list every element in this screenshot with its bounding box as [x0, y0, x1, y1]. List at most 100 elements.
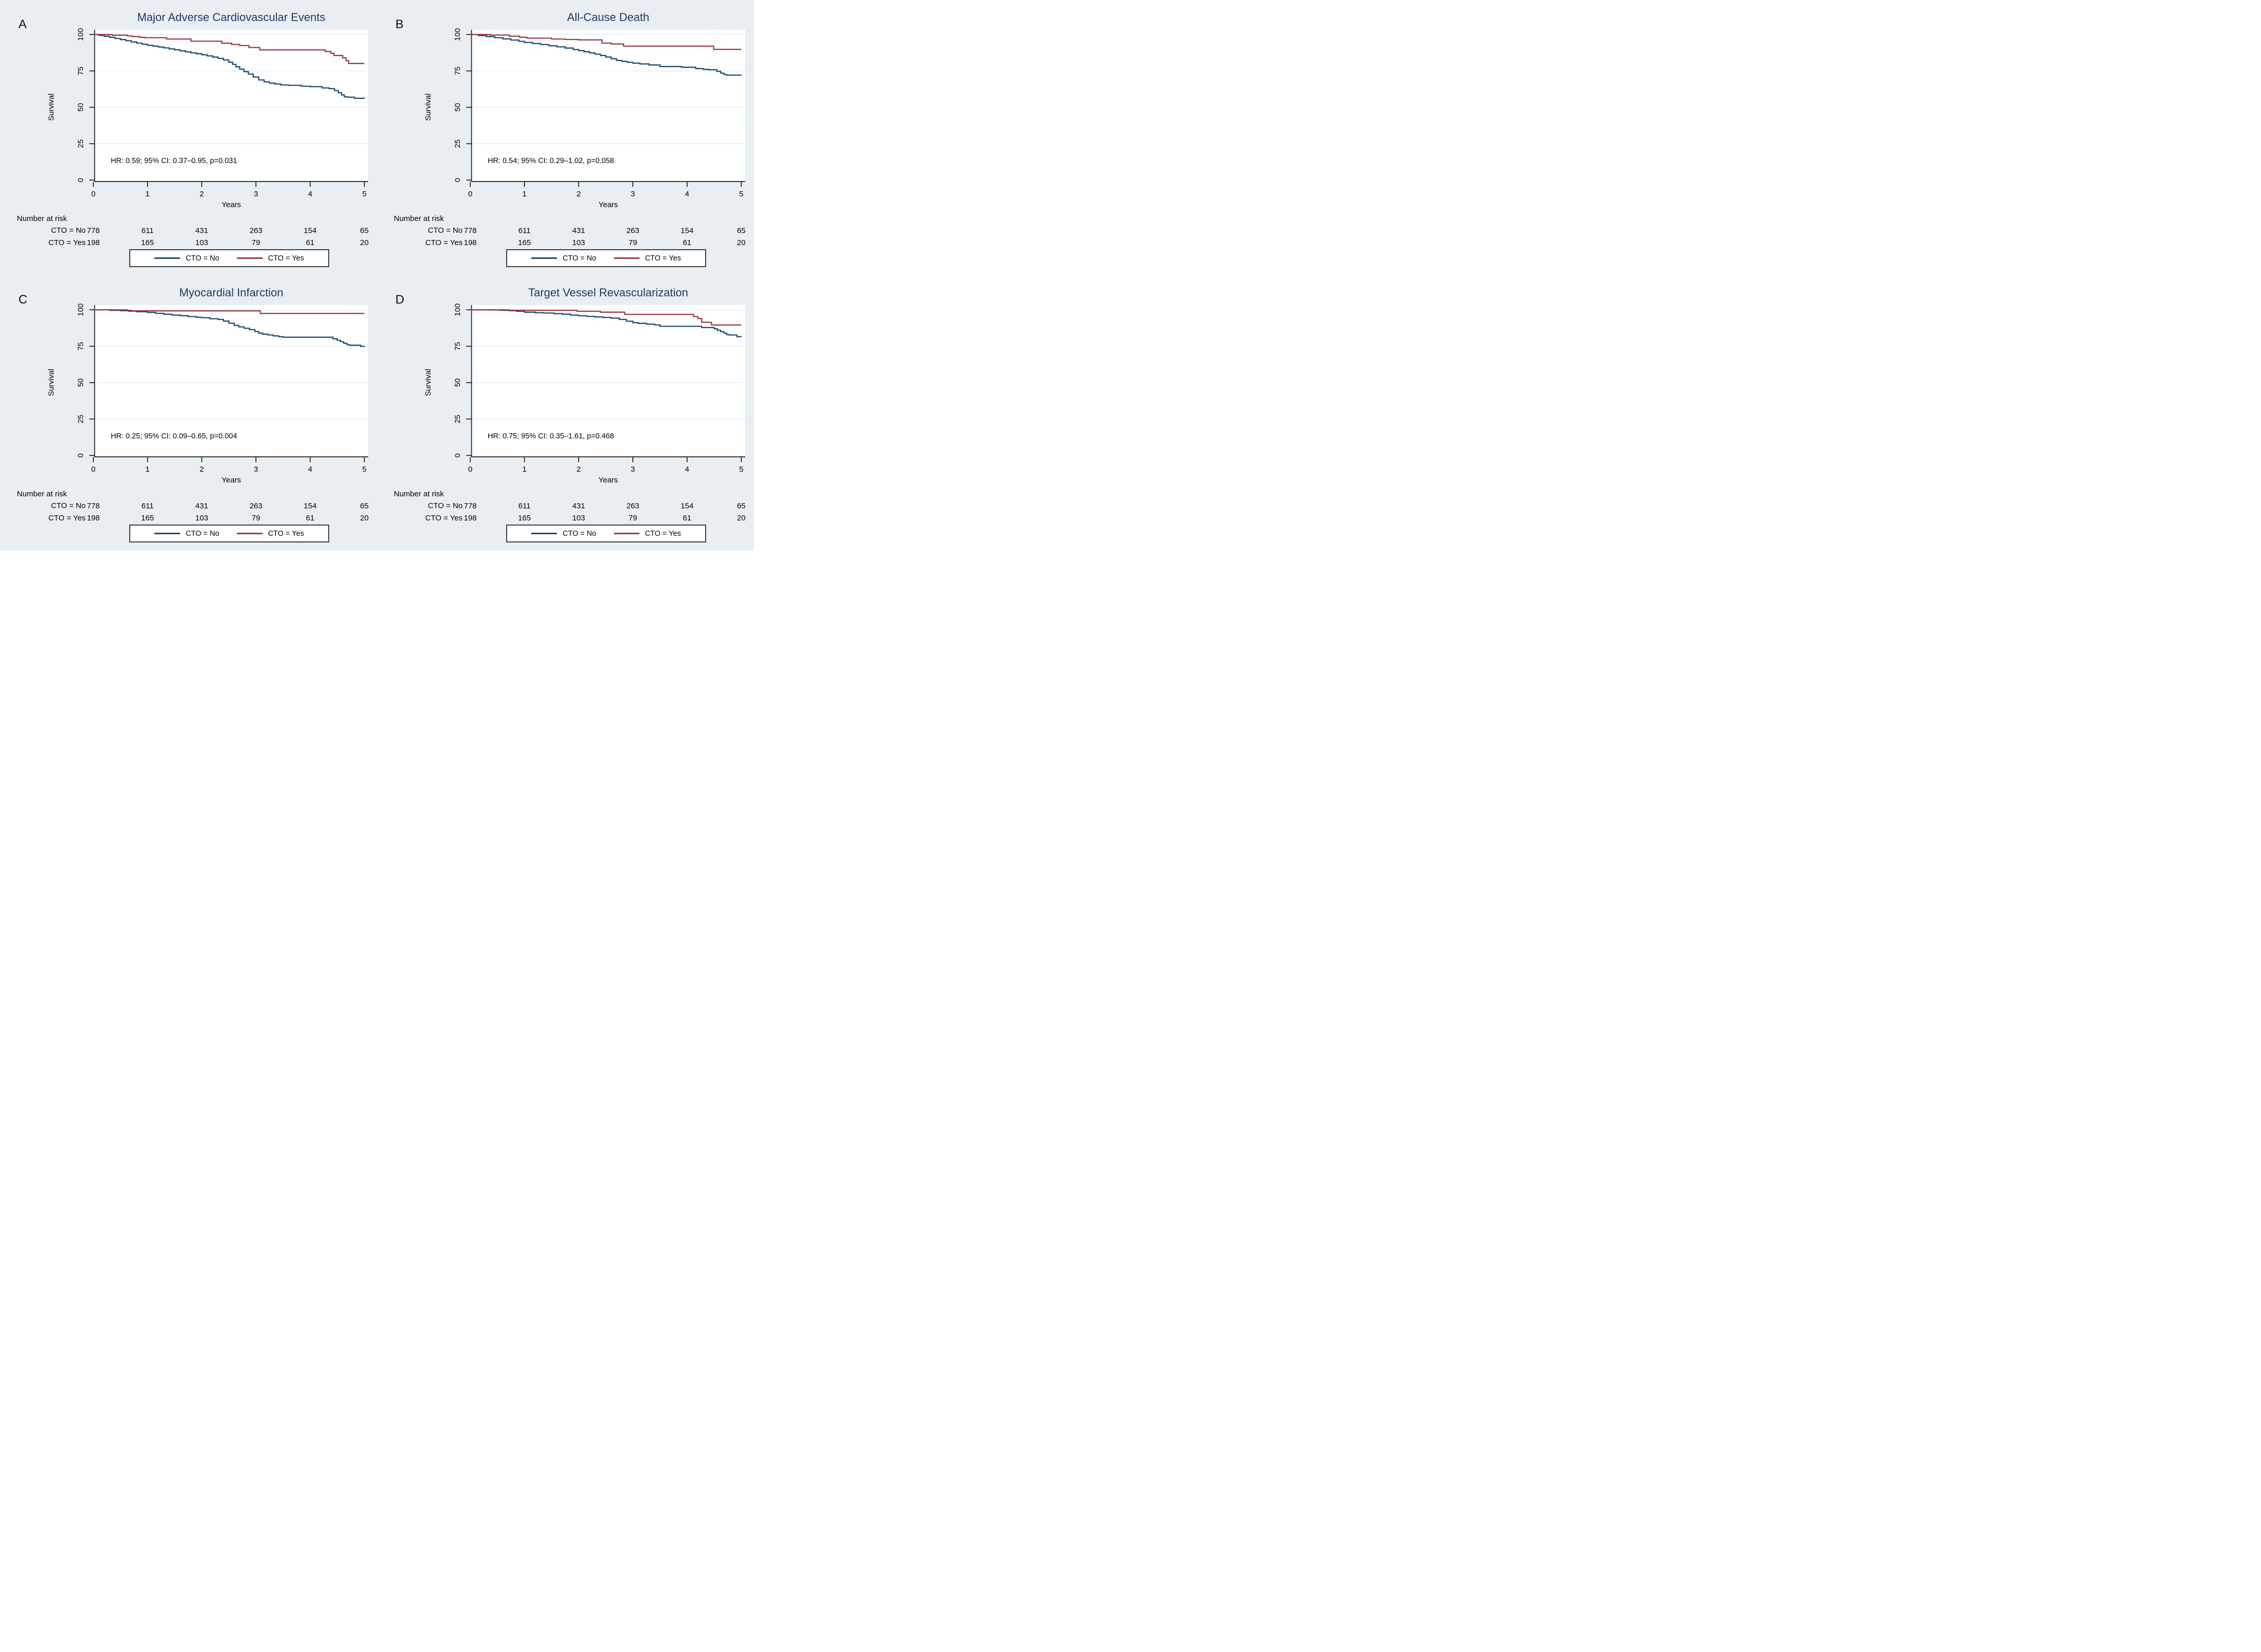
risk-count: 20	[360, 514, 369, 522]
risk-count: 431	[195, 502, 208, 511]
km-curve-cto-yes	[94, 34, 365, 64]
risk-count: 165	[141, 238, 154, 247]
x-tick-label: 4	[308, 465, 312, 474]
km-plot-a: 0 25 50 75 100 0 1 2 3 4 5 778 611 431 263 154 65 198 165 1…	[76, 28, 369, 247]
risk-count: 65	[737, 502, 746, 511]
risk-count: 611	[142, 227, 154, 235]
x-tick-label: 4	[685, 465, 689, 474]
y-tick-label: 75	[453, 67, 462, 75]
km-curve-cto-no	[94, 34, 365, 99]
y-tick-label: 0	[453, 178, 462, 182]
legend-label: CTO = Yes	[268, 254, 304, 263]
risk-count: 165	[518, 238, 531, 247]
hazard-ratio-annotation: HR: 0.59; 95% CI: 0.37–0.95, p=0.031	[111, 157, 237, 165]
x-tick-label: 3	[631, 465, 635, 474]
panel-d: 0 25 50 75 100 0 1 2 3 4 5 778 611 431 263 154 65 198 165 1…	[377, 275, 754, 551]
risk-count: 611	[518, 227, 531, 235]
risk-table-header: Number at risk	[17, 490, 67, 498]
km-plot-d: 0 25 50 75 100 0 1 2 3 4 5 778 611 431 263 154 65 198 165 1…	[453, 304, 746, 522]
y-tick-label: 25	[453, 139, 462, 148]
legend-item-cto-yes: CTO = Yes	[613, 529, 681, 538]
km-curve-cto-no	[471, 309, 742, 337]
y-tick-label: 100	[76, 304, 85, 316]
km-plot-b: 0 25 50 75 100 0 1 2 3 4 5 778 611 431 263 154 65 198 165 1…	[453, 28, 746, 247]
risk-count: 61	[306, 238, 314, 247]
risk-count: 103	[572, 238, 585, 247]
risk-count: 103	[572, 514, 585, 522]
y-tick-label: 75	[76, 67, 85, 75]
risk-count: 79	[629, 238, 637, 247]
risk-count: 198	[87, 238, 99, 247]
y-axis-label: Survival	[424, 369, 433, 396]
risk-row-label-cto-yes: CTO = Yes	[48, 513, 86, 522]
y-axis-label: Survival	[424, 93, 433, 121]
risk-row-label-cto-yes: CTO = Yes	[48, 238, 86, 247]
x-axis-label: Years	[222, 200, 241, 209]
risk-count: 431	[572, 227, 585, 235]
risk-count: 103	[195, 514, 208, 522]
y-tick-label: 75	[76, 342, 85, 351]
risk-count: 65	[360, 227, 369, 235]
risk-count: 263	[627, 502, 639, 511]
y-tick-label: 0	[76, 178, 85, 182]
km-curve-cto-yes	[94, 309, 365, 314]
risk-row-label-cto-yes: CTO = Yes	[425, 238, 463, 247]
panel-title: Major Adverse Cardiovascular Events	[137, 11, 326, 24]
x-tick-label: 0	[468, 190, 472, 198]
legend-label: CTO = Yes	[268, 529, 304, 538]
risk-count: 198	[87, 514, 99, 522]
risk-count: 154	[681, 502, 693, 511]
legend: CTO = No CTO = Yes	[506, 525, 706, 542]
hazard-ratio-annotation: HR: 0.25; 95% CI: 0.09–0.65, p=0.004	[111, 432, 237, 440]
legend-line-sample-navy	[531, 533, 557, 534]
risk-count: 20	[737, 238, 746, 247]
risk-count: 263	[250, 502, 263, 511]
km-curve-cto-yes	[471, 309, 742, 326]
panel-title: Myocardial Infarction	[179, 286, 284, 299]
risk-count: 154	[681, 227, 693, 235]
risk-count: 263	[250, 227, 263, 235]
legend-line-sample-navy	[154, 257, 181, 259]
risk-count: 61	[683, 514, 691, 522]
risk-table-header: Number at risk	[394, 490, 444, 498]
x-tick-label: 1	[146, 190, 150, 198]
x-tick-label: 5	[739, 190, 743, 198]
risk-count: 165	[518, 514, 531, 522]
legend-line-sample-navy	[154, 533, 181, 534]
legend-label: CTO = Yes	[645, 529, 681, 538]
risk-row-label-cto-no: CTO = No	[51, 501, 86, 510]
legend-item-cto-yes: CTO = Yes	[236, 529, 304, 538]
risk-count: 65	[737, 227, 746, 235]
x-tick-label: 5	[362, 190, 366, 198]
x-tick-label: 0	[91, 190, 95, 198]
panel-grid: 0 25 50 75 100 0 1 2 3 4 5 778 611 431 263 154 65 198 165 1…	[0, 0, 754, 551]
risk-count: 79	[629, 514, 637, 522]
legend-item-cto-no: CTO = No	[154, 530, 219, 538]
legend-item-cto-no: CTO = No	[531, 530, 596, 538]
panel-a: 0 25 50 75 100 0 1 2 3 4 5 778 611 431 263 154 65 198 165 1…	[0, 0, 377, 275]
legend-line-sample-maroon	[236, 533, 263, 534]
risk-count: 611	[518, 502, 531, 511]
panel-c: 0 25 50 75 100 0 1 2 3 4 5 778 611 431 263 154 65 198 165 1…	[0, 275, 377, 551]
risk-count: 431	[572, 502, 585, 511]
x-tick-label: 0	[468, 465, 472, 474]
risk-table-header: Number at risk	[394, 214, 444, 223]
plot-area	[471, 305, 745, 457]
risk-count: 20	[737, 514, 746, 522]
risk-count: 79	[252, 238, 261, 247]
risk-table-header: Number at risk	[17, 214, 67, 223]
y-tick-label: 25	[453, 415, 462, 424]
risk-row-label-cto-no: CTO = No	[51, 226, 86, 235]
panel-title: All-Cause Death	[567, 11, 650, 24]
y-tick-label: 0	[453, 453, 462, 457]
risk-count: 611	[142, 502, 154, 511]
y-tick-label: 75	[453, 342, 462, 351]
risk-count: 154	[304, 502, 316, 511]
x-tick-label: 2	[576, 190, 581, 198]
legend-line-sample-maroon	[613, 257, 639, 259]
legend: CTO = No CTO = Yes	[129, 525, 329, 542]
y-tick-label: 100	[453, 304, 462, 316]
x-tick-label: 5	[362, 465, 366, 474]
hazard-ratio-annotation: HR: 0.75; 95% CI: 0.35–1.61, p=0.468	[488, 432, 614, 440]
km-curve-cto-yes	[471, 34, 742, 50]
